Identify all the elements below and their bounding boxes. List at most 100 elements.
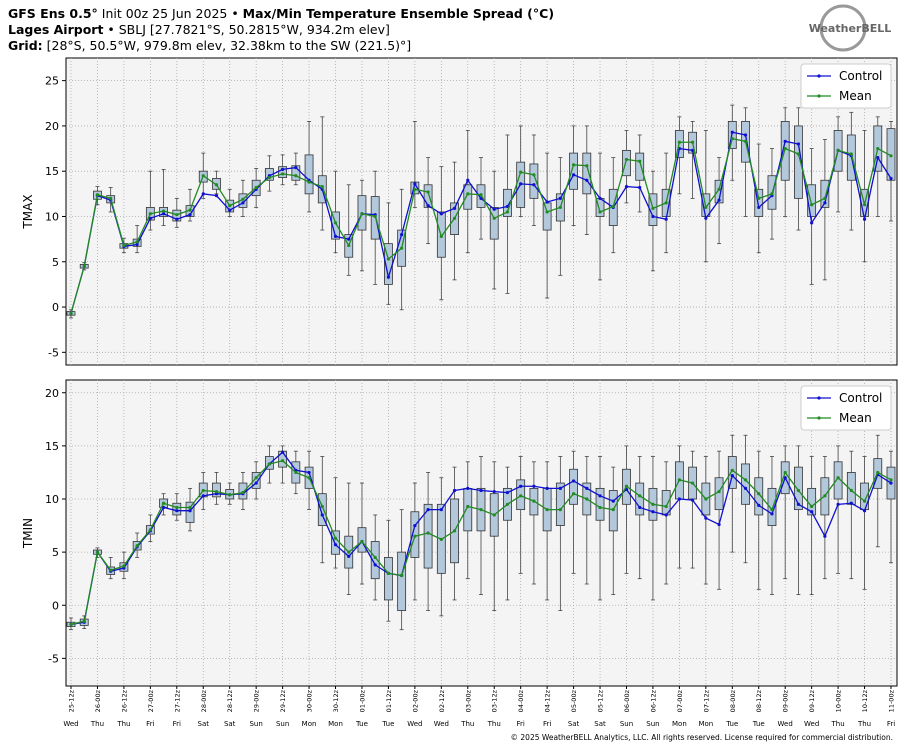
title-line-1: GFS Ens 0.5° Init 00z 25 Jun 2025 • Max/… [8,6,554,21]
box [331,530,340,555]
series-marker [770,508,774,512]
series-marker [585,486,589,490]
x-tick-label: 26-12z [120,689,128,712]
series-marker [135,240,139,244]
series-marker [347,243,351,248]
series-marker [466,504,470,509]
series-marker [532,484,536,488]
day-label: Mon [672,720,687,728]
series-marker [175,505,179,510]
day-label: Wed [434,720,449,728]
series-marker [585,178,589,182]
day-label: Sat [224,720,236,728]
series-marker [479,193,483,197]
series-marker [757,205,761,210]
series-marker [267,462,271,466]
series-marker [638,505,642,510]
series-marker [585,497,589,501]
series-marker [849,488,853,493]
series-marker [426,531,430,535]
series-marker [109,568,113,572]
series-marker [836,476,840,480]
series-marker [386,257,391,261]
series-marker [320,504,324,509]
series-marker [598,196,602,200]
series-marker [188,505,192,510]
series-marker [439,537,443,541]
series-marker [862,509,867,513]
series-marker [770,512,774,516]
x-tick-label: 05-12z [597,689,605,712]
box [331,211,340,240]
series-marker [175,217,179,221]
day-label: Tue [725,720,738,728]
x-tick-label: 26-00z [94,689,102,712]
x-tick-label: 08-12z [755,689,763,712]
series-marker [558,196,562,200]
series-marker [452,216,457,220]
box [291,165,301,181]
day-label: Wed [804,720,819,728]
x-tick-label: 04-00z [517,689,525,712]
x-tick-label: 02-12z [438,689,446,712]
series-marker [188,213,192,217]
legend-label: Control [839,69,882,83]
x-tick-label: 30-00z [306,689,314,712]
box [794,466,803,511]
series-marker [373,563,377,567]
day-label: Mon [328,720,343,728]
series-marker [479,488,483,493]
series-marker [161,212,166,216]
series-marker [228,204,232,208]
series-marker [691,148,695,152]
series-marker [624,484,629,488]
box [423,503,433,569]
title-part: • SBLJ [27.7821°S, 50.2815°W, 934.2m ele… [103,22,389,37]
series-marker [505,491,510,495]
series-marker [545,486,549,490]
x-tick-label: 25-12z [68,689,76,712]
title-line-3: Grid: [28°S, 50.5°W, 979.8m elev, 32.38k… [8,38,411,53]
box [423,184,433,208]
legend-label: Control [839,391,882,405]
series-marker [347,550,351,554]
series-marker [611,204,615,209]
series-marker [783,146,787,151]
legend-box [800,385,892,431]
series-marker [333,543,338,547]
y-tick-label: 20 [45,120,59,133]
series-marker [413,182,417,186]
day-label: Mon [698,720,713,728]
day-label: Thu [857,720,871,728]
series-marker [730,468,734,472]
series-marker [122,564,126,568]
series-marker [611,508,615,512]
box [595,487,605,521]
series-marker [743,139,748,143]
series-marker [360,539,364,544]
box [370,541,380,580]
day-label: Thu [831,720,845,728]
series-marker [558,486,562,490]
box [317,493,327,526]
series-marker [148,528,152,532]
series-marker [796,152,801,156]
series-marker [704,216,708,220]
x-tick-label: 27-12z [173,689,181,712]
series-marker [876,470,880,475]
series-marker [373,214,377,219]
series-marker [426,508,430,512]
series-marker [201,488,205,493]
series-marker [717,187,721,191]
box [820,179,830,208]
series-marker [624,157,629,162]
day-label: Wed [778,720,793,728]
title-part: Init 00z 25 Jun 2025 • [98,6,243,21]
day-label: Thu [487,720,501,728]
series-marker [400,246,404,250]
series-marker [294,165,298,170]
logo: WeatherBELL [809,4,891,52]
series-marker [201,174,205,178]
series-marker [413,187,417,191]
